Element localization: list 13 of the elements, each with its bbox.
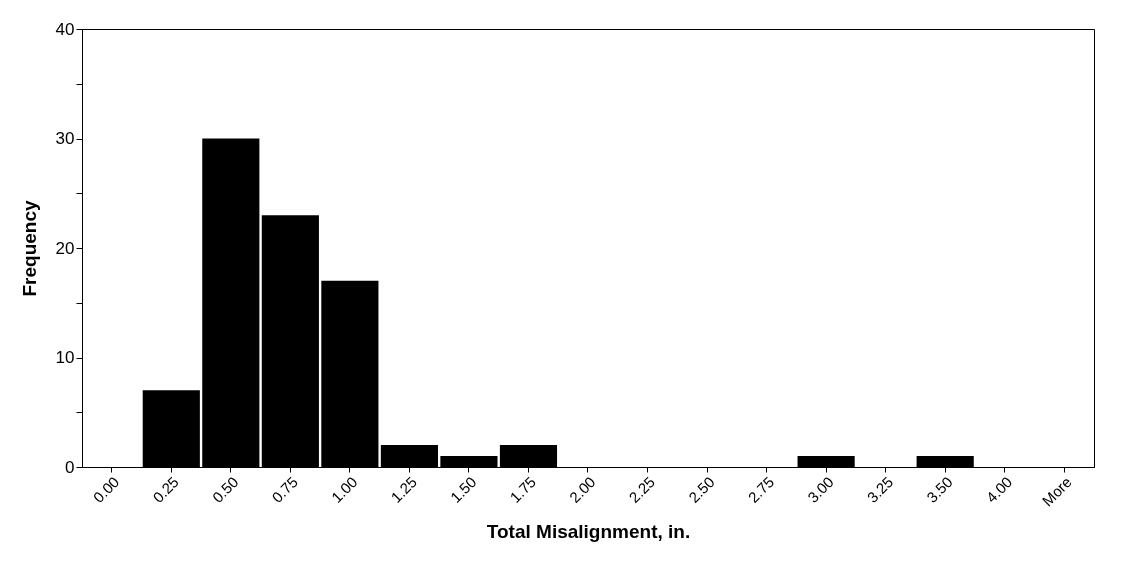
y-tick-label: 0	[65, 457, 75, 477]
x-tick-label: 4.00	[982, 473, 1016, 506]
x-tick-label: 0.00	[89, 473, 123, 506]
x-tick-label: 3.25	[863, 473, 897, 506]
y-tick-label: 40	[55, 19, 75, 39]
y-axis-title: Frequency	[18, 200, 40, 297]
x-tick-label: 0.25	[149, 473, 182, 506]
x-tick-label: 0.75	[268, 473, 301, 506]
y-tick-label: 30	[55, 129, 75, 148]
x-axis-title: Total Misalignment, in.	[486, 521, 691, 543]
y-tick-label: 10	[55, 348, 75, 367]
x-tick-label: 0.50	[208, 473, 242, 506]
y-tick-label: 20	[55, 238, 75, 258]
